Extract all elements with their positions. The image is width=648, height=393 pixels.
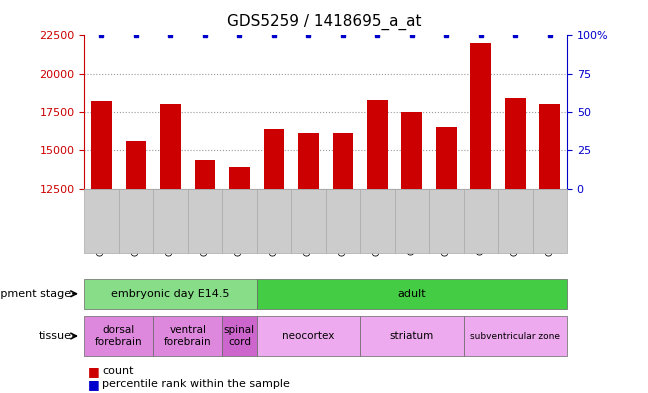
Bar — [470, 43, 491, 380]
Bar — [264, 129, 284, 380]
Text: striatum: striatum — [389, 331, 434, 341]
Text: ventral
forebrain: ventral forebrain — [164, 325, 211, 347]
Text: percentile rank within the sample: percentile rank within the sample — [102, 379, 290, 389]
Text: count: count — [102, 366, 134, 376]
Bar — [126, 141, 146, 380]
Text: development stage: development stage — [0, 289, 71, 299]
Text: tissue: tissue — [38, 331, 71, 341]
Text: ■: ■ — [87, 365, 99, 378]
Text: spinal
cord: spinal cord — [224, 325, 255, 347]
Bar — [539, 104, 560, 380]
Text: adult: adult — [397, 289, 426, 299]
Text: ■: ■ — [87, 378, 99, 391]
Text: embryonic day E14.5: embryonic day E14.5 — [111, 289, 229, 299]
Bar — [298, 134, 319, 380]
Bar — [402, 112, 422, 380]
Text: subventricular zone: subventricular zone — [470, 332, 561, 340]
Bar — [91, 101, 112, 380]
Text: dorsal
forebrain: dorsal forebrain — [95, 325, 143, 347]
Text: neocortex: neocortex — [282, 331, 334, 341]
Bar — [436, 127, 457, 380]
Bar — [367, 100, 388, 380]
Text: GDS5259 / 1418695_a_at: GDS5259 / 1418695_a_at — [227, 14, 421, 30]
Bar — [332, 134, 353, 380]
Bar — [194, 160, 215, 380]
Bar — [505, 98, 526, 380]
Bar — [160, 104, 181, 380]
Bar — [229, 167, 249, 380]
